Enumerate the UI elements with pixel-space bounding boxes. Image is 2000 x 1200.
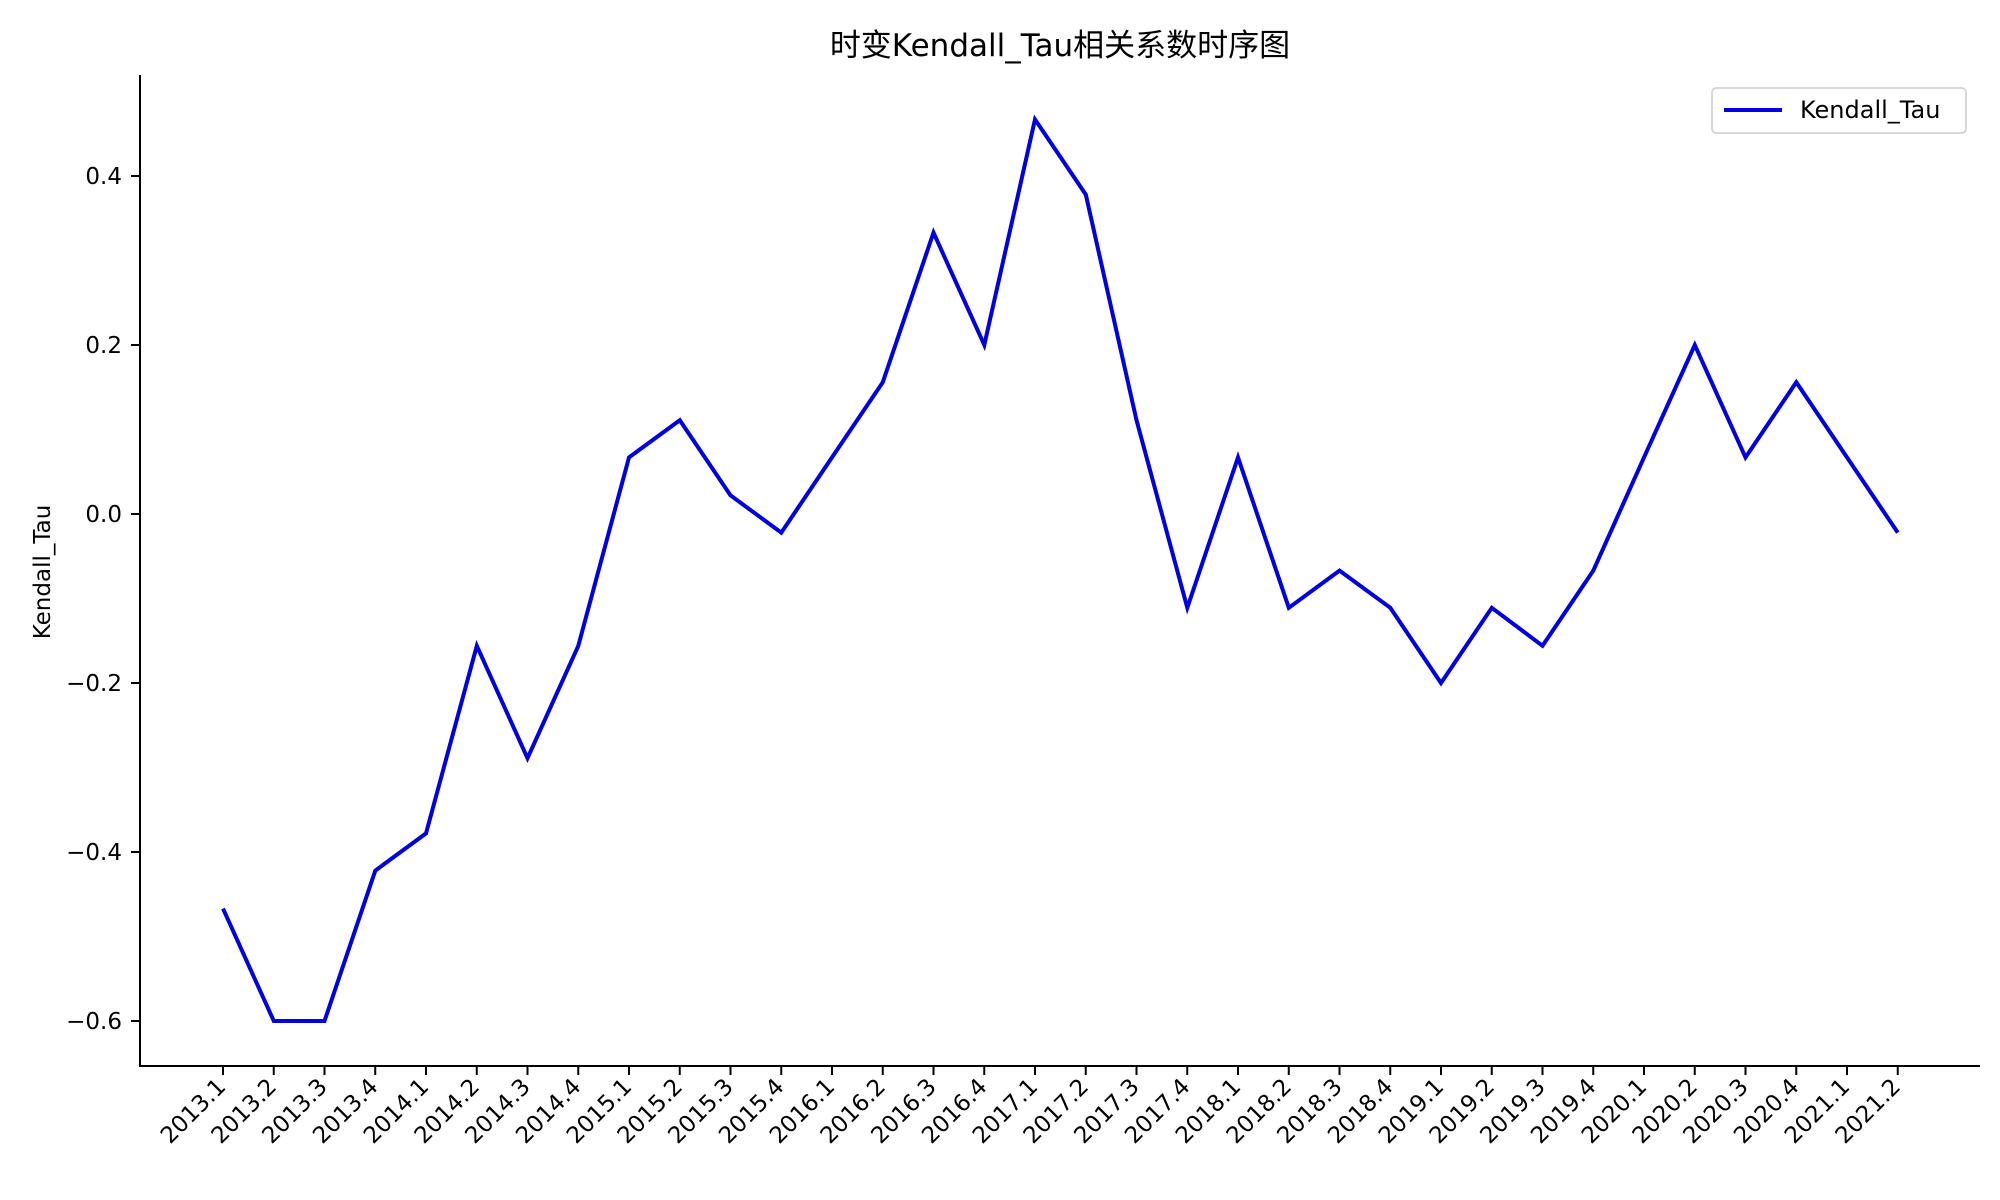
y-tick-label: 0.4 — [85, 164, 122, 190]
data-point — [1896, 531, 1900, 535]
data-point — [1135, 418, 1139, 422]
data-point — [373, 869, 377, 873]
data-point — [475, 644, 479, 648]
data-point — [1541, 644, 1545, 648]
y-tick-label: −0.4 — [66, 840, 122, 866]
data-point — [576, 644, 580, 648]
data-point — [881, 380, 885, 384]
x-axis: 2013.12013.22013.32013.42014.12014.22014… — [156, 1066, 1906, 1149]
y-tick-label: −0.6 — [66, 1009, 122, 1035]
data-point — [1642, 455, 1646, 459]
data-point — [1490, 606, 1494, 610]
data-point — [1693, 343, 1697, 347]
data-point — [1236, 455, 1240, 459]
data-point — [323, 1019, 327, 1023]
data-point — [1794, 380, 1798, 384]
legend-box — [1711, 87, 1967, 134]
data-point — [272, 1019, 276, 1023]
y-tick-label: −0.2 — [66, 671, 122, 697]
data-point — [1388, 606, 1392, 610]
data-point — [830, 455, 834, 459]
y-tick-label: 0.2 — [85, 333, 122, 359]
data-point — [1845, 455, 1849, 459]
data-point — [982, 343, 986, 347]
data-point — [729, 493, 733, 497]
legend-label-kendall-tau: Kendall_Tau — [1800, 96, 1940, 124]
data-point — [1591, 569, 1595, 573]
data-point — [424, 831, 428, 835]
data-point — [1439, 681, 1443, 685]
series-layer — [221, 114, 1900, 1023]
data-point — [1185, 606, 1189, 610]
data-point — [779, 531, 783, 535]
y-axis-label: Kendall_Tau — [30, 505, 56, 640]
series-line-kendall-tau — [221, 114, 1900, 1023]
data-point — [1033, 117, 1037, 121]
data-point — [1287, 606, 1291, 610]
data-point — [932, 231, 936, 235]
data-point — [526, 756, 530, 760]
y-tick-label: 0.0 — [85, 502, 122, 528]
data-point — [627, 455, 631, 459]
data-point — [1084, 193, 1088, 197]
data-point — [1744, 455, 1748, 459]
y-axis: −0.6 −0.4 −0.2 0.0 0.2 0.4 — [66, 164, 140, 1035]
chart-title: 时变Kendall_Tau相关系数时序图 — [830, 28, 1290, 64]
data-point — [1338, 569, 1342, 573]
data-point — [221, 907, 225, 911]
data-point — [678, 418, 682, 422]
legend[interactable]: Kendall_Tau — [1711, 87, 1967, 134]
